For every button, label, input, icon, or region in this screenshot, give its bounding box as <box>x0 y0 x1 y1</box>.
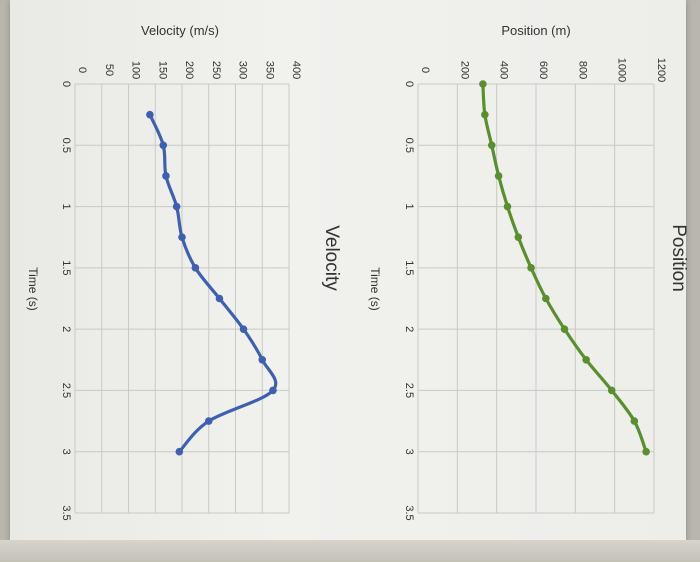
vel-data-point <box>162 172 170 180</box>
velocity-x-axis-label: Time (s) <box>26 267 40 311</box>
pos-time-tick-label: 1.5 <box>403 260 415 275</box>
velocity-chart: Velocity Velocity (m/s) Time (s) 0 50 100 1… <box>26 23 342 521</box>
vel-data-point <box>146 110 154 119</box>
pos-data-point <box>481 110 489 119</box>
vel-data-point <box>175 447 184 456</box>
vel-value-tick-label: 300 <box>237 61 249 79</box>
pos-data-point <box>642 447 650 456</box>
vel-data-point <box>258 355 267 364</box>
pos-time-tick-label: 0 <box>403 81 415 87</box>
vel-time-tick-label: 3 <box>60 449 72 455</box>
vel-time-tick-label: 2.5 <box>60 383 72 398</box>
vel-time-tick-label: 1 <box>60 204 72 210</box>
pos-value-tick-label: 800 <box>576 61 588 79</box>
vel-value-tick-label: 50 <box>103 64 115 76</box>
position-gridlines <box>417 83 655 514</box>
velocity-tick-labels: 0 50 100 150 200 250 300 350 400 0 0.5 1 1.5 2 2.5 3 3.5 <box>60 61 302 521</box>
pos-value-tick-label: 400 <box>498 61 510 79</box>
vel-data-point <box>269 386 277 395</box>
vel-value-tick-label: 0 <box>76 67 88 73</box>
vel-value-tick-label: 100 <box>130 61 142 79</box>
vel-value-tick-label: 350 <box>263 61 275 79</box>
pos-time-tick-label: 0.5 <box>403 138 415 153</box>
pos-value-tick-label: 1200 <box>655 58 667 82</box>
vel-value-tick-label: 150 <box>156 61 168 79</box>
vel-time-tick-label: 0.5 <box>60 138 72 153</box>
position-y-axis-label: Position (m) <box>501 23 570 38</box>
vel-data-point <box>204 417 213 425</box>
pos-value-tick-label: 600 <box>537 61 549 79</box>
pos-data-point <box>630 417 639 425</box>
pos-data-point <box>560 325 569 333</box>
pos-data-point <box>527 264 535 272</box>
pos-data-point <box>503 202 512 211</box>
velocity-y-axis-label: Velocity (m/s) <box>141 23 219 38</box>
pos-time-tick-label: 1 <box>403 204 415 210</box>
position-tick-labels: 0 200 400 600 800 1000 1200 0 0.5 1 1.5 2 2.5 3 3.5 <box>403 58 667 521</box>
vel-value-tick-label: 400 <box>290 61 302 79</box>
vel-time-tick-label: 0 <box>60 81 72 87</box>
pos-data-point <box>479 80 487 88</box>
position-chart-title: Position <box>668 224 689 292</box>
pos-time-tick-label: 3.5 <box>403 505 415 520</box>
vel-value-tick-label: 250 <box>210 61 222 79</box>
pos-time-tick-label: 2.5 <box>403 383 415 398</box>
table-edge <box>0 540 700 562</box>
velocity-chart-title: Velocity <box>321 225 342 291</box>
vel-time-tick-label: 2 <box>60 326 72 332</box>
vel-time-tick-label: 1.5 <box>60 260 72 275</box>
pos-value-tick-label: 1000 <box>616 58 628 82</box>
pos-data-point <box>494 172 503 180</box>
vel-data-point <box>239 325 248 333</box>
position-x-axis-label: Time (s) <box>368 267 382 311</box>
pos-value-tick-label: 200 <box>458 61 470 79</box>
vel-data-point <box>215 294 224 303</box>
paper-sheet <box>10 0 686 548</box>
pos-data-point <box>487 141 496 150</box>
vel-series-line <box>148 113 278 453</box>
vel-data-point <box>159 141 168 150</box>
vel-time-tick-label: 3.5 <box>60 505 72 520</box>
vel-value-tick-label: 200 <box>183 61 195 79</box>
position-series <box>479 80 650 456</box>
pos-data-point <box>607 386 616 395</box>
pos-data-point <box>514 233 523 242</box>
position-chart: Position Position (m) Time (s) 0 200 400 60… <box>368 23 689 521</box>
vel-data-point <box>172 202 181 211</box>
vel-data-point <box>191 264 200 272</box>
pos-value-tick-label: 0 <box>419 67 431 73</box>
vel-data-point <box>178 233 186 242</box>
velocity-series <box>146 110 278 456</box>
pos-time-tick-label: 2 <box>403 326 415 332</box>
pos-data-point <box>582 355 590 364</box>
pos-time-tick-label: 3 <box>403 449 415 455</box>
velocity-gridlines <box>74 83 290 514</box>
pos-data-point <box>542 294 550 303</box>
